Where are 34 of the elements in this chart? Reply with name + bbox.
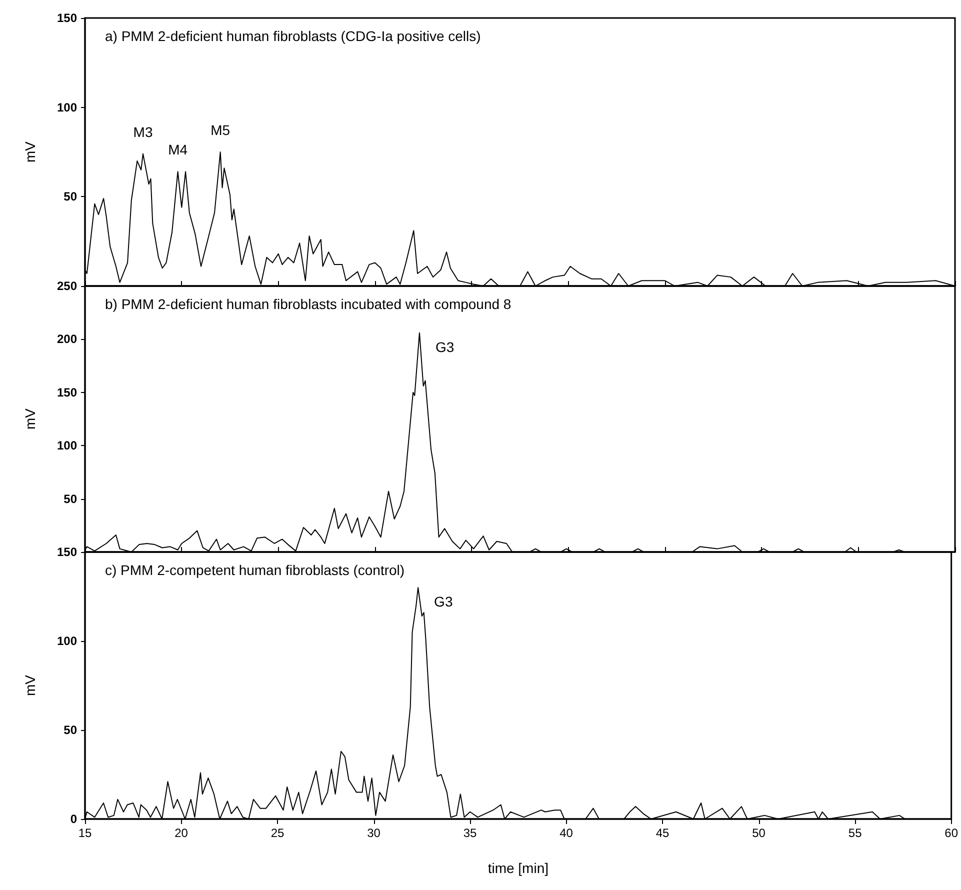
annotation: G3 [435, 338, 454, 355]
y-axis-title: mV [22, 408, 38, 430]
y-tick-label: 50 [64, 723, 78, 737]
y-tick-label: 100 [56, 100, 78, 114]
y-tick-label: 100 [56, 634, 78, 648]
text: c) PMM 2-competent human fibroblasts (control) [105, 562, 405, 578]
text: a) PMM 2-deficient human fibroblasts (CDG-Ia positive cells) [105, 28, 481, 44]
x-tick-label: 45 [656, 826, 670, 840]
x-tick-label: 20 [174, 826, 188, 840]
x-axis-title: time [min] [488, 860, 549, 876]
annotation: M4 [168, 142, 188, 158]
y-tick-label: 100 [56, 438, 78, 453]
annotation: M3 [133, 124, 153, 140]
y-axis-title: mV [22, 140, 38, 162]
y-tick-label: 150 [56, 545, 78, 559]
x-tick-label: 15 [78, 826, 92, 840]
x-tick-label: 25 [270, 826, 285, 840]
y-tick-label: 150 [56, 11, 78, 25]
text: b) PMM 2-deficient human fibroblasts incubated with compound 8 [105, 296, 512, 312]
x-tick-label: 35 [463, 826, 478, 840]
x-tick-label: 60 [944, 826, 958, 840]
annotation: G3 [434, 594, 453, 610]
x-tick-label: 50 [752, 826, 766, 840]
y-tick-label: 250 [56, 279, 78, 293]
y-axis-title: mV [22, 674, 38, 696]
y-tick-label: 200 [56, 332, 78, 346]
x-tick-label: 55 [848, 826, 862, 840]
y-tick-label: 50 [64, 492, 78, 506]
y-tick-label: 50 [64, 190, 78, 204]
annotation: M5 [210, 122, 230, 138]
y-tick-label: 150 [56, 385, 78, 400]
x-tick-label: 40 [560, 826, 574, 840]
y-tick-label: 0 [70, 812, 78, 826]
x-tick-label: 30 [367, 826, 381, 840]
